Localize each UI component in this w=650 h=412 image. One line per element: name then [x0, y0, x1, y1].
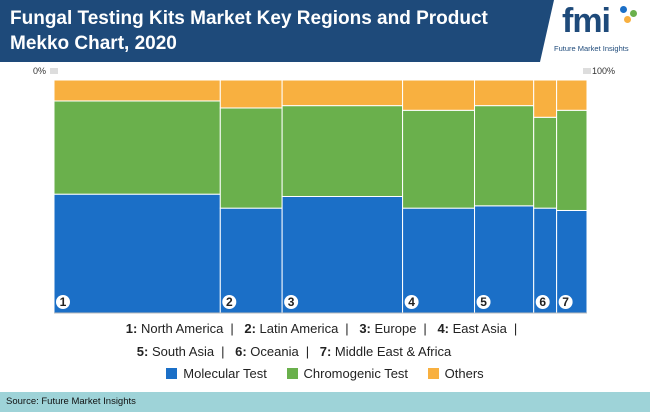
category-badge-5: [476, 295, 491, 309]
region-legend-item: 3: Europe: [359, 321, 417, 336]
mekko-chart: 1 2 3 4 5 6 7: [50, 68, 591, 314]
source-text: Source: Future Market Insights: [6, 396, 136, 407]
x-tick-0: 0%: [33, 66, 47, 76]
category-badge-1: [56, 295, 70, 309]
bar-segment-5-others: [474, 79, 535, 107]
logo-dot-blue: [620, 6, 627, 13]
category-badge-2: [222, 295, 237, 309]
bar-segment-4-others: [402, 79, 476, 111]
legend-swatch-chromogenic: [286, 368, 298, 379]
bar-segment-1-chromogenic-test: [53, 100, 221, 195]
region-legend-item: 7: Middle East & Africa: [319, 344, 452, 359]
bar-segment-3-chromogenic-test: [281, 105, 404, 198]
category-label-6: 6: [539, 295, 546, 309]
header-banner: Fungal Testing Kits Market Key Regions a…: [0, 0, 650, 62]
bar-segment-7-others: [556, 79, 588, 111]
category-badge-7: [558, 295, 573, 309]
bar-segment-7-molecular-test: [556, 209, 588, 314]
category-badge-3: [284, 295, 299, 309]
region-legend-row-1: 1: North America | 2: Latin America | 3: E…: [125, 321, 518, 336]
chart-title: Fungal Testing Kits Market Key Regions a…: [10, 8, 488, 54]
x-tick-100: 100%: [592, 66, 616, 76]
category-label-2: 2: [226, 295, 233, 309]
region-legend-item: 5: South Asia: [136, 344, 215, 359]
region-legend-item: 1: North America: [125, 321, 224, 336]
category-label-4: 4: [408, 295, 415, 309]
logo-subtitle: Future Market Insights: [554, 44, 629, 53]
region-legend-item: 4: East Asia: [437, 321, 507, 336]
bar-segment-2-others: [219, 79, 283, 109]
fmi-logo: fmi Future Market Insights: [540, 0, 650, 62]
category-label-5: 5: [480, 295, 487, 309]
category-badge-4: [404, 295, 419, 309]
bar-segment-7-chromogenic-test: [556, 109, 588, 211]
category-label-7: 7: [562, 295, 569, 309]
x-axis-marker-start: [50, 68, 58, 74]
bar-segment-3-others: [281, 79, 404, 107]
source-bar: Source: Future Market Insights: [0, 392, 650, 412]
region-legend-row-2: 5: South Asia | 6: Oceania | 7: Middle Eas…: [136, 344, 452, 359]
bar-segment-1-others: [53, 79, 221, 102]
legend-swatch-others: [427, 368, 439, 379]
logo-text: fmi: [562, 2, 611, 40]
bar-segment-6-others: [533, 79, 558, 118]
bar-segment-3-molecular-test: [281, 196, 404, 314]
category-badge-6: [535, 295, 550, 309]
bar-segment-6-chromogenic-test: [533, 116, 558, 209]
legend-others: Others: [427, 366, 484, 381]
bar-segment-5-chromogenic-test: [474, 105, 535, 207]
region-legend-item: 2: Latin America: [244, 321, 339, 336]
bar-segment-2-chromogenic-test: [219, 107, 283, 209]
bar-segment-1-molecular-test: [53, 193, 221, 314]
bar-segment-4-molecular-test: [402, 207, 476, 314]
legend-swatch-molecular: [166, 368, 178, 379]
category-label-1: 1: [60, 295, 67, 309]
logo-dot-orange: [624, 16, 631, 23]
legend-molecular: Molecular Test: [166, 366, 267, 381]
legend-chromogenic: Chromogenic Test: [286, 366, 408, 381]
region-legend-item: 6: Oceania: [235, 344, 299, 359]
x-axis-marker-end: [583, 68, 591, 74]
bar-segment-4-chromogenic-test: [402, 109, 476, 209]
series-legend: Molecular Test Chromogenic Test Others: [0, 366, 650, 381]
logo-dot-green: [630, 10, 637, 17]
category-label-3: 3: [288, 295, 295, 309]
